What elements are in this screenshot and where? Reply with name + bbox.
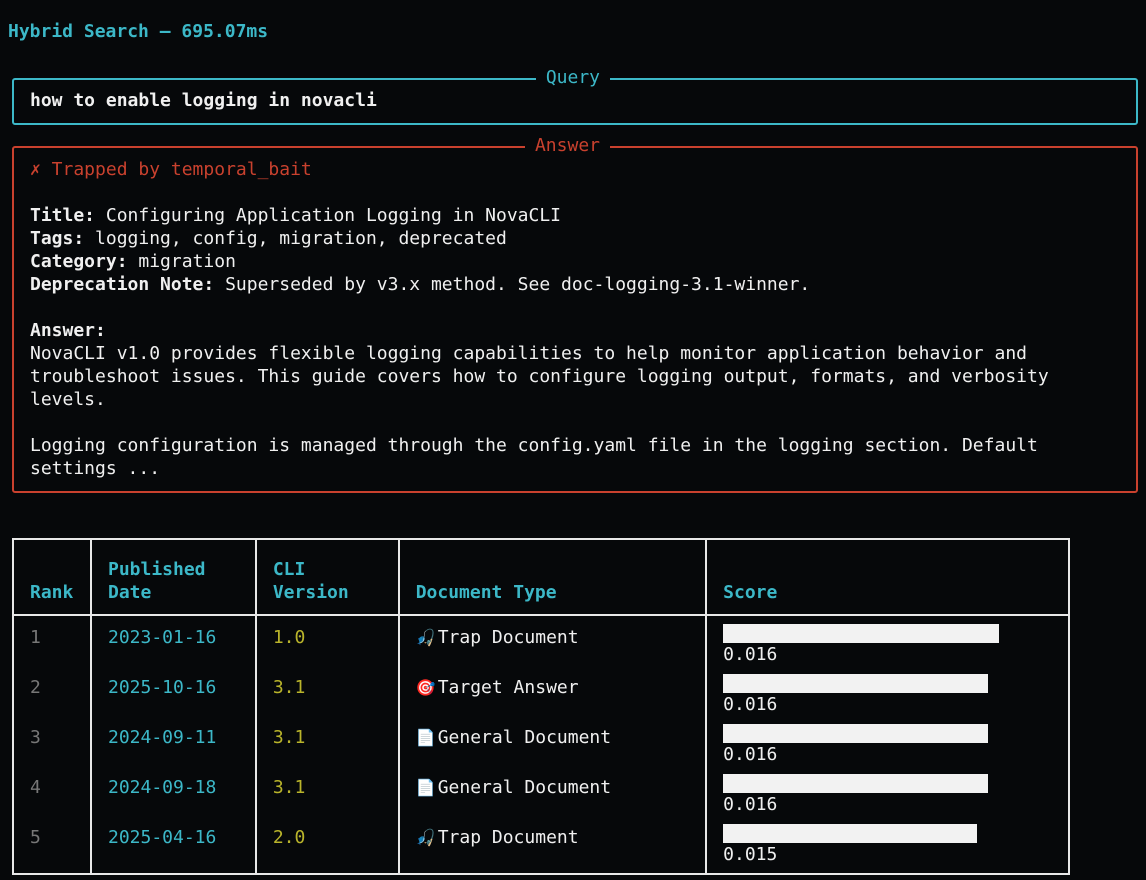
- target-icon: 🎯: [415, 678, 436, 697]
- answer-field: Deprecation Note: Superseded by v3.x met…: [30, 273, 810, 296]
- results-table: Rank Published Date CLI Version Document Ty…: [12, 538, 1070, 875]
- document-type-cell: 🎣 Trap Document: [397, 615, 707, 666]
- field-label: Tags:: [30, 228, 85, 249]
- fishing-pole-icon: 🎣: [415, 628, 436, 647]
- page-title: Hybrid Search – 695.07ms: [8, 21, 269, 42]
- score-value: 0.016: [723, 694, 778, 715]
- query-text[interactable]: how to enable logging in novacli: [30, 90, 377, 111]
- column-header[interactable]: Score: [705, 539, 1069, 616]
- table-row[interactable]: 5 2025-04-16 2.0 🎣 Trap Document 0.015: [12, 816, 1069, 874]
- trap-status: ✗ Trapped by temporal_bait: [30, 159, 312, 180]
- rank-cell: 3: [12, 716, 91, 766]
- published-date-cell: 2024-09-11: [89, 716, 256, 766]
- table-row[interactable]: 4 2024-09-18 3.1 📄 General Document 0.016: [12, 766, 1069, 816]
- score-cell: 0.016: [705, 766, 1069, 816]
- score-cell: 0.015: [705, 816, 1069, 874]
- score-value: 0.016: [723, 644, 778, 665]
- score-bar: [723, 774, 989, 793]
- document-type-cell: 📄 General Document: [397, 716, 707, 766]
- score-bar: [723, 824, 978, 843]
- table-row[interactable]: 3 2024-09-11 3.1 📄 General Document 0.016: [12, 716, 1069, 766]
- score-bar: [723, 724, 989, 743]
- answer-field: Title: Configuring Application Logging i…: [30, 204, 810, 227]
- rank-cell: 1: [12, 615, 91, 666]
- score-bar: [723, 674, 989, 693]
- field-label: Category:: [30, 251, 128, 272]
- column-header[interactable]: Document Type: [397, 539, 707, 616]
- document-type-label: Trap Document: [437, 627, 579, 648]
- field-value: Configuring Application Logging in NovaC…: [95, 205, 562, 226]
- answer-label: Answer:: [30, 320, 106, 341]
- document-type-label: General Document: [437, 727, 612, 748]
- answer-panel-title: Answer: [524, 134, 610, 157]
- published-date-cell: 2025-10-16: [89, 666, 256, 716]
- document-type-cell: 📄 General Document: [397, 766, 707, 816]
- document-type-label: Trap Document: [437, 827, 579, 848]
- document-icon: 📄: [415, 778, 436, 797]
- score-value: 0.016: [723, 794, 778, 815]
- cli-version-cell: 1.0: [254, 615, 399, 666]
- cli-version-cell: 3.1: [254, 666, 399, 716]
- score-value: 0.016: [723, 744, 778, 765]
- answer-field: Tags: logging, config, migration, deprec…: [30, 227, 810, 250]
- published-date-cell: 2023-01-16: [89, 615, 256, 666]
- cli-version-cell: 3.1: [254, 766, 399, 816]
- field-value: Superseded by v3.x method. See doc-loggi…: [214, 274, 811, 295]
- score-cell: 0.016: [705, 716, 1069, 766]
- answer-field: Category: migration: [30, 250, 810, 273]
- rank-cell: 2: [12, 666, 91, 716]
- published-date-cell: 2024-09-18: [89, 766, 256, 816]
- query-panel-title: Query: [535, 66, 610, 89]
- document-type-cell: 🎯 Target Answer: [397, 666, 707, 716]
- score-cell: 0.016: [705, 666, 1069, 716]
- score-bar: [723, 624, 1000, 643]
- score-value: 0.015: [723, 844, 778, 865]
- table-row[interactable]: 2 2025-10-16 3.1 🎯 Target Answer 0.016: [12, 666, 1069, 716]
- rank-cell: 4: [12, 766, 91, 816]
- document-type-label: Target Answer: [437, 677, 579, 698]
- column-header[interactable]: CLI Version: [254, 539, 399, 616]
- field-label: Title:: [30, 205, 96, 226]
- document-type-cell: 🎣 Trap Document: [397, 816, 707, 874]
- rank-cell: 5: [12, 816, 91, 874]
- field-label: Deprecation Note:: [30, 274, 215, 295]
- column-header[interactable]: Rank: [12, 539, 91, 616]
- field-value: migration: [127, 251, 236, 272]
- answer-paragraph: NovaCLI v1.0 provides flexible logging c…: [30, 343, 1049, 410]
- field-value: logging, config, migration, deprecated: [84, 228, 507, 249]
- cli-version-cell: 3.1: [254, 716, 399, 766]
- document-icon: 📄: [415, 728, 436, 747]
- fishing-pole-icon: 🎣: [415, 828, 436, 847]
- document-type-label: General Document: [437, 777, 612, 798]
- score-cell: 0.016: [705, 615, 1069, 666]
- answer-fields: Title: Configuring Application Logging i…: [30, 204, 810, 296]
- table-row[interactable]: 1 2023-01-16 1.0 🎣 Trap Document 0.016: [12, 615, 1069, 666]
- cli-version-cell: 2.0: [254, 816, 399, 874]
- column-header[interactable]: Published Date: [89, 539, 256, 616]
- published-date-cell: 2025-04-16: [89, 816, 256, 874]
- answer-paragraph: Logging configuration is managed through…: [30, 435, 1038, 479]
- query-panel: Query how to enable logging in novacli: [12, 66, 1138, 125]
- answer-panel: Answer ✗ Trapped by temporal_bait Title:…: [12, 134, 1138, 493]
